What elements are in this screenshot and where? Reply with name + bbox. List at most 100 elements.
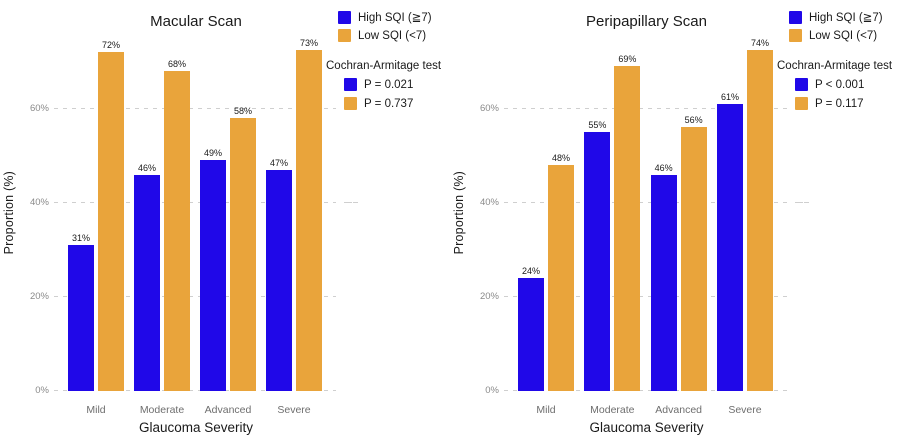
bar-column: 24% (518, 38, 544, 391)
x-tick-labels: Mild Moderate Advanced Severe (504, 391, 787, 416)
bar-value-label: 46% (137, 162, 156, 173)
bar-moderate-low-sqi (614, 66, 641, 391)
bar-mild-high-sqi (68, 245, 94, 391)
bar-value-label: 56% (684, 115, 703, 126)
gridline-40% (54, 201, 336, 203)
bar-column: 61% (716, 38, 743, 391)
p-value-high-label: P < 0.001 (815, 78, 865, 91)
bar-mild-high-sqi (518, 278, 544, 391)
y-tick-label: 0% (35, 385, 49, 396)
high-sqi-swatch (795, 78, 808, 91)
bar-column: 46% (134, 38, 160, 391)
bar-column: 73% (296, 38, 322, 391)
bar-group-mild: 31% 72% (68, 38, 124, 391)
bar-severe-low-sqi (746, 50, 773, 391)
plot-area-peripapillary: 0% 20% 40% 60% 24% 48% 55% 69% 46% 56% 61% 74% (480, 38, 809, 396)
bar-severe-high-sqi (716, 103, 743, 391)
bar-column: 48% (548, 38, 574, 391)
plot-area-macular: 0% 20% 40% 60% 31% 72% 46% 68% 49% 58% 47% 73% (30, 38, 358, 396)
gridline-40% (504, 201, 787, 203)
bar-group-moderate: 55% 69% (584, 38, 641, 391)
gridline-60% (54, 107, 336, 109)
legend-item-high-sqi: High SQI (≧7) (789, 10, 901, 24)
bar-value-label: 74% (750, 38, 769, 48)
x-tick-label-mild: Mild (536, 404, 556, 416)
bar-moderate-high-sqi (134, 174, 160, 391)
bar-value-label: 73% (299, 38, 318, 48)
x-tick-label-moderate: Moderate (590, 404, 635, 416)
bar-column: 56% (680, 38, 707, 391)
bar-column: 69% (614, 38, 641, 391)
x-tick-label-mild: Mild (86, 404, 106, 416)
bar-value-label: 24% (521, 266, 540, 277)
bar-column: 74% (746, 38, 773, 391)
y-axis-title: Proportion (%) (450, 28, 468, 398)
y-tick-label: 60% (479, 102, 499, 114)
bar-column: 46% (650, 38, 677, 391)
legend-macular: High SQI (≧7) Low SQI (<7) Cochran-Armit… (326, 4, 450, 447)
y-tick-label: 40% (479, 196, 499, 208)
y-axis-title-text: Proportion (%) (452, 171, 466, 255)
bar-column: 68% (164, 38, 190, 391)
bar-value-label: 68% (167, 58, 186, 69)
x-tick-label-advanced: Advanced (204, 404, 252, 416)
bar-group-advanced: 49% 58% (200, 38, 256, 391)
y-tick-label: 60% (29, 102, 49, 114)
y-axis-title: Proportion (%) (0, 28, 18, 398)
chart-title: Macular Scan (150, 12, 242, 30)
p-value-high-sqi: P < 0.001 (795, 78, 901, 91)
cochran-armitage-title: Cochran-Armitage test (777, 60, 893, 72)
y-tick-label: 0% (485, 385, 499, 396)
bars-container: 24% 48% 55% 69% 46% 56% 61% 74% (504, 38, 787, 391)
y-axis-title-text: Proportion (%) (2, 171, 16, 255)
x-axis-title: Glaucoma Severity (589, 420, 704, 435)
bar-column: 47% (266, 38, 292, 391)
p-value-high-label: P = 0.021 (364, 78, 414, 91)
bar-advanced-high-sqi (200, 160, 226, 391)
y-tick-label: 40% (29, 196, 49, 208)
x-tick-label-severe: Severe (277, 404, 311, 416)
chart-title: Peripapillary Scan (586, 12, 707, 30)
legend-item-high-sqi: High SQI (≧7) (338, 10, 450, 24)
low-sqi-swatch (344, 97, 357, 110)
bar-value-label: 55% (588, 120, 607, 131)
cochran-armitage-title: Cochran-Armitage test (326, 60, 442, 72)
bar-value-label: 49% (203, 148, 222, 159)
bar-group-mild: 24% 48% (518, 38, 574, 391)
low-sqi-swatch (795, 97, 808, 110)
legend-peripapillary: High SQI (≧7) Low SQI (<7) Cochran-Armit… (777, 4, 901, 447)
chart-panel-macular: Proportion (%) Macular Scan 0% 20% 40% 60% 3… (0, 4, 450, 447)
y-tick-label: 20% (479, 290, 499, 302)
bar-value-label: 69% (618, 54, 637, 65)
bar-value-label: 58% (233, 106, 252, 117)
plot-column: Peripapillary Scan 0% 20% 40% 60% 24% 48% 55% 6… (468, 4, 809, 447)
bar-severe-low-sqi (296, 50, 322, 391)
bar-value-label: 31% (71, 233, 90, 244)
bar-advanced-low-sqi (230, 118, 256, 391)
gridline-extension (344, 201, 358, 203)
bar-column: 31% (68, 38, 94, 391)
legend-label-high-sqi: High SQI (≧7) (809, 12, 883, 24)
bar-column: 49% (200, 38, 226, 391)
gridline-20% (504, 295, 787, 297)
bars-container: 31% 72% 46% 68% 49% 58% 47% 73% (54, 38, 336, 391)
p-value-high-sqi: P = 0.021 (344, 78, 450, 91)
bar-column: 58% (230, 38, 256, 391)
gridline-60% (504, 107, 787, 109)
gridline-extension (795, 201, 809, 203)
bar-value-label: 72% (101, 40, 120, 51)
p-value-low-sqi: P = 0.117 (795, 97, 901, 110)
bar-severe-high-sqi (266, 169, 292, 391)
legend-label-low-sqi: Low SQI (<7) (358, 29, 427, 42)
bar-value-label: 47% (269, 157, 288, 168)
p-value-low-label: P = 0.117 (815, 97, 864, 110)
y-tick-label: 20% (29, 290, 49, 302)
x-tick-label-advanced: Advanced (655, 404, 702, 416)
high-sqi-swatch (338, 10, 351, 24)
x-tick-labels: Mild Moderate Advanced Severe (54, 391, 336, 416)
bar-group-severe: 61% 74% (716, 38, 773, 391)
legend-label-low-sqi: Low SQI (<7) (809, 29, 878, 42)
gridline-20% (54, 295, 336, 297)
chart-panel-peripapillary: Proportion (%) Peripapillary Scan 0% 20% 4… (450, 4, 901, 447)
